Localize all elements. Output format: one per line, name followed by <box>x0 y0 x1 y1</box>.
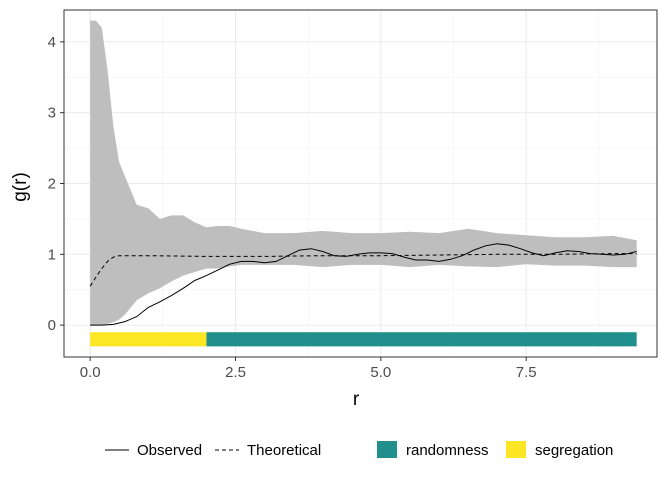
legend-segregation-label: segregation <box>535 442 613 459</box>
y-axis-title: g(r) <box>10 172 31 202</box>
legend-observed-label: Observed <box>137 442 202 459</box>
x-tick-label: 7.5 <box>516 364 537 381</box>
x-tick-label: 0.0 <box>80 364 101 381</box>
x-axis-title: r <box>353 389 360 410</box>
classification-bands <box>90 332 637 347</box>
x-tick-label: 2.5 <box>225 364 246 381</box>
y-tick-label: 4 <box>48 34 56 51</box>
series-lines <box>89 243 637 326</box>
x-tick-label: 5.0 <box>370 364 391 381</box>
legend: Observed Theoretical randomness segregat… <box>105 441 613 459</box>
y-tick-label: 3 <box>48 105 56 122</box>
y-tick-label: 0 <box>48 317 56 334</box>
y-tick-label: 1 <box>48 246 56 263</box>
x-axis-ticks: 0.0 2.5 5.0 7.5 <box>80 357 537 381</box>
legend-segregation-swatch <box>506 441 526 458</box>
legend-randomness-swatch <box>377 441 397 458</box>
legend-randomness-label: randomness <box>406 442 489 459</box>
series-observed <box>90 243 637 326</box>
y-tick-label: 2 <box>48 176 56 193</box>
band-randomness <box>206 332 637 347</box>
envelope-area <box>90 20 637 326</box>
band-segregation <box>90 332 207 347</box>
y-axis-ticks: 0 1 2 3 4 <box>48 34 64 334</box>
legend-theoretical-label: Theoretical <box>247 442 321 459</box>
envelope <box>90 20 637 326</box>
